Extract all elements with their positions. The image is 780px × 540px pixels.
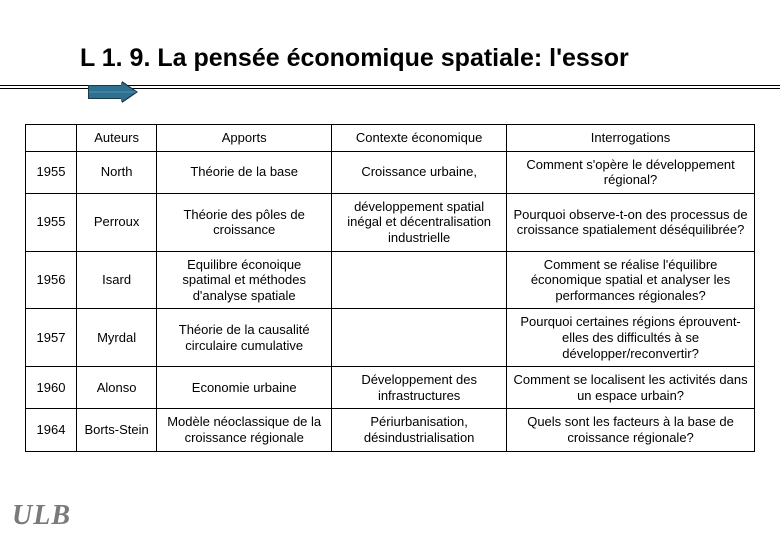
cell-year: 1955 xyxy=(26,193,77,251)
col-interrogations: Interrogations xyxy=(507,125,755,152)
arrow-decoration-icon xyxy=(88,81,138,103)
cell-interrogation: Pourquoi certaines régions éprouvent-ell… xyxy=(507,309,755,367)
cell-contexte: Croissance urbaine, xyxy=(332,151,507,193)
table-row: 1957 Myrdal Théorie de la causalité circ… xyxy=(26,309,755,367)
cell-contexte: Périurbanisation, désindustrialisation xyxy=(332,409,507,451)
cell-year: 1960 xyxy=(26,367,77,409)
cell-apport: Théorie de la base xyxy=(157,151,332,193)
cell-apport: Modèle néoclassique de la croissance rég… xyxy=(157,409,332,451)
cell-auteur: North xyxy=(77,151,157,193)
cell-auteur: Borts-Stein xyxy=(77,409,157,451)
cell-auteur: Myrdal xyxy=(77,309,157,367)
cell-interrogation: Comment se réalise l'équilibre économiqu… xyxy=(507,251,755,309)
cell-auteur: Isard xyxy=(77,251,157,309)
authors-table: Auteurs Apports Contexte économique Inte… xyxy=(25,124,755,452)
table-row: 1964 Borts-Stein Modèle néoclassique de … xyxy=(26,409,755,451)
cell-interrogation: Pourquoi observe-t-on des processus de c… xyxy=(507,193,755,251)
slide-title: L 1. 9. La pensée économique spatiale: l… xyxy=(80,44,740,73)
cell-year: 1957 xyxy=(26,309,77,367)
table-header-row: Auteurs Apports Contexte économique Inte… xyxy=(26,125,755,152)
cell-contexte: Développement des infrastructures xyxy=(332,367,507,409)
cell-interrogation: Comment s'opère le développement régiona… xyxy=(507,151,755,193)
ulb-logo: ULB xyxy=(12,500,71,532)
cell-contexte: développement spatial inégal et décentra… xyxy=(332,193,507,251)
cell-auteur: Perroux xyxy=(77,193,157,251)
col-year xyxy=(26,125,77,152)
cell-interrogation: Quels sont les facteurs à la base de cro… xyxy=(507,409,755,451)
table-row: 1960 Alonso Economie urbaine Développeme… xyxy=(26,367,755,409)
table-row: 1955 Perroux Théorie des pôles de croiss… xyxy=(26,193,755,251)
col-auteurs: Auteurs xyxy=(77,125,157,152)
cell-apport: Economie urbaine xyxy=(157,367,332,409)
cell-apport: Equilibre éconoique spatimal et méthodes… xyxy=(157,251,332,309)
table-row: 1955 North Théorie de la base Croissance… xyxy=(26,151,755,193)
cell-year: 1964 xyxy=(26,409,77,451)
table-row: 1956 Isard Equilibre éconoique spatimal … xyxy=(26,251,755,309)
cell-year: 1955 xyxy=(26,151,77,193)
cell-year: 1956 xyxy=(26,251,77,309)
cell-apport: Théorie des pôles de croissance xyxy=(157,193,332,251)
col-apports: Apports xyxy=(157,125,332,152)
col-contexte: Contexte économique xyxy=(332,125,507,152)
cell-contexte xyxy=(332,309,507,367)
cell-apport: Théorie de la causalité circulaire cumul… xyxy=(157,309,332,367)
slide: L 1. 9. La pensée économique spatiale: l… xyxy=(0,0,780,540)
cell-auteur: Alonso xyxy=(77,367,157,409)
cell-contexte xyxy=(332,251,507,309)
cell-interrogation: Comment se localisent les activités dans… xyxy=(507,367,755,409)
